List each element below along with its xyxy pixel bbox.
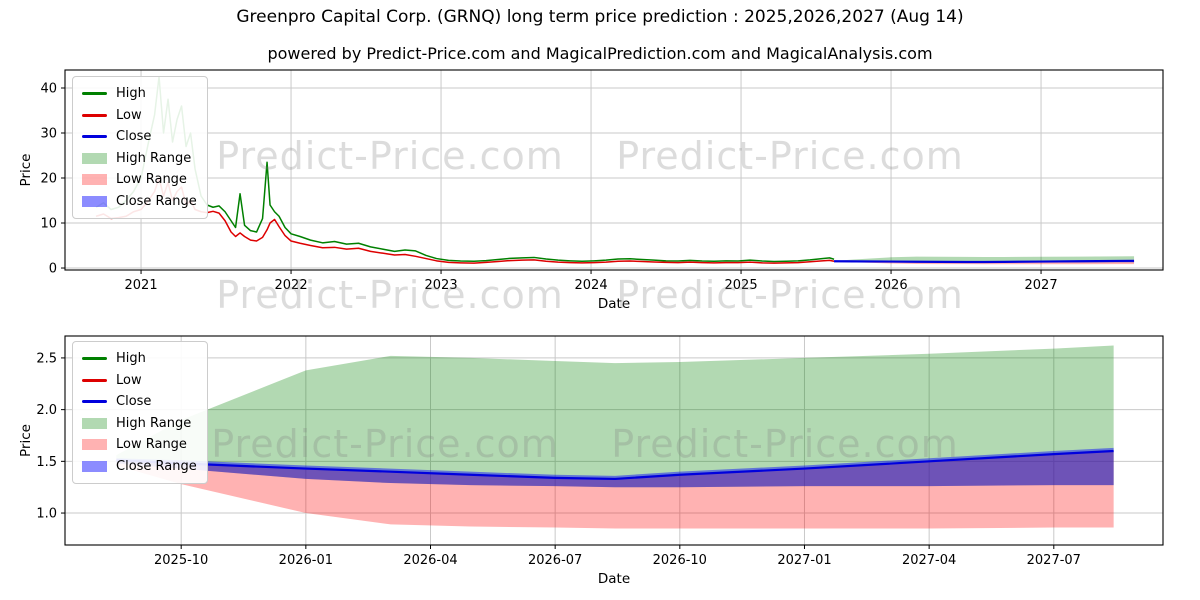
- x-axis-label: Date: [598, 296, 630, 312]
- legend-entry-close: Close: [82, 126, 197, 148]
- y-tick-label: 2.0: [36, 403, 57, 418]
- legend-line-swatch: [82, 92, 107, 96]
- legend-entry-label: Low Range: [116, 172, 187, 188]
- x-tick-label: 2027-07: [1027, 553, 1081, 568]
- x-axis-label: Date: [598, 571, 630, 587]
- y-axis-label: Price: [18, 154, 34, 187]
- x-tick-label: 2026-01: [279, 553, 333, 568]
- legend-entry-label: Close Range: [116, 193, 197, 209]
- legend-entry-close-range: Close Range: [82, 191, 197, 213]
- legend-entry-low: Low: [82, 105, 197, 127]
- x-tick-label: 2027-01: [777, 553, 831, 568]
- y-tick-label: 2.5: [36, 351, 57, 366]
- x-tick-label: 2026-07: [528, 553, 582, 568]
- prediction-zoom-chart: 2025-10 2026-01 2026-04 2026-07 2026-10 2027-…: [18, 335, 1164, 587]
- legend-entry-label: Low: [116, 107, 142, 123]
- page-title: Greenpro Capital Corp. (GRNQ) long term …: [236, 7, 964, 27]
- close-range-band: [116, 447, 1114, 488]
- legend-entry-low: Low: [82, 370, 197, 392]
- x-tick-label: 2024: [575, 278, 608, 293]
- legend-patch-swatch: [82, 152, 107, 164]
- full-history-chart: 2021 2022 2023 2024 2025 2026 2027 0 10 20 30 40 Dat…: [18, 69, 1164, 312]
- page-subtitle: powered by Predict-Price.com and Magical…: [267, 44, 933, 63]
- legend-entry-label: Low Range: [116, 437, 187, 453]
- top-chart-legend: High Low Close High Range Low Range Close Ran…: [72, 76, 208, 219]
- y-tick-label: 1.5: [36, 455, 57, 470]
- bottom-chart-legend: High Low Close High Range Low Range Close Ran…: [72, 341, 208, 484]
- y-tick-label: 10: [40, 217, 57, 232]
- x-tick-label: 2022: [275, 278, 308, 293]
- x-tick-label: 2027-04: [902, 553, 956, 568]
- x-tick-label: 2025: [725, 278, 758, 293]
- legend-entry-low-range: Low Range: [82, 169, 197, 191]
- legend-entry-high: High: [82, 83, 197, 105]
- x-tick-label: 2023: [425, 278, 458, 293]
- legend-entry-label: High: [116, 351, 146, 367]
- y-axis-label: Price: [18, 424, 34, 457]
- legend-patch-swatch: [82, 195, 107, 207]
- legend-entry-high: High: [82, 348, 197, 370]
- y-tick-label: 1.0: [36, 507, 57, 522]
- legend-line-swatch: [82, 357, 107, 361]
- legend-line-swatch: [82, 378, 107, 382]
- legend-entry-label: High Range: [116, 415, 192, 431]
- legend-entry-high-range: High Range: [82, 413, 197, 435]
- x-tick-label: 2027: [1025, 278, 1058, 293]
- y-tick-label: 20: [40, 172, 57, 187]
- legend-patch-swatch: [82, 417, 107, 429]
- legend-patch-swatch: [82, 460, 107, 472]
- y-tick-label: 30: [40, 127, 57, 142]
- legend-entry-low-range: Low Range: [82, 434, 197, 456]
- x-tick-label: 2026-04: [403, 553, 457, 568]
- legend-line-swatch: [82, 400, 107, 404]
- legend-entry-close-range: Close Range: [82, 456, 197, 478]
- legend-entry-high-range: High Range: [82, 148, 197, 170]
- legend-entry-label: Close Range: [116, 458, 197, 474]
- x-tick-label: 2025-10: [154, 553, 208, 568]
- plot-spines: [64, 335, 1164, 546]
- x-tick-label: 2026: [875, 278, 908, 293]
- x-tick-label: 2021: [125, 278, 158, 293]
- legend-entry-label: Low: [116, 372, 142, 388]
- high-range-band: [116, 345, 1114, 488]
- y-tick-label: 40: [40, 82, 57, 97]
- legend-entry-label: Close: [116, 394, 152, 410]
- legend-entry-label: Close: [116, 129, 152, 145]
- legend-patch-swatch: [82, 439, 107, 451]
- plot-spines: [64, 69, 1164, 271]
- y-tick-label: 0: [49, 262, 57, 277]
- low-range-band: [116, 450, 1114, 529]
- x-tick-label: 2026-10: [653, 553, 707, 568]
- legend-line-swatch: [82, 113, 107, 117]
- legend-patch-swatch: [82, 174, 107, 186]
- legend-entry-label: High: [116, 86, 146, 102]
- legend-entry-label: High Range: [116, 150, 192, 166]
- legend-line-swatch: [82, 135, 107, 139]
- close-line: [116, 449, 1114, 481]
- close-line: [834, 259, 1135, 264]
- legend-entry-close: Close: [82, 391, 197, 413]
